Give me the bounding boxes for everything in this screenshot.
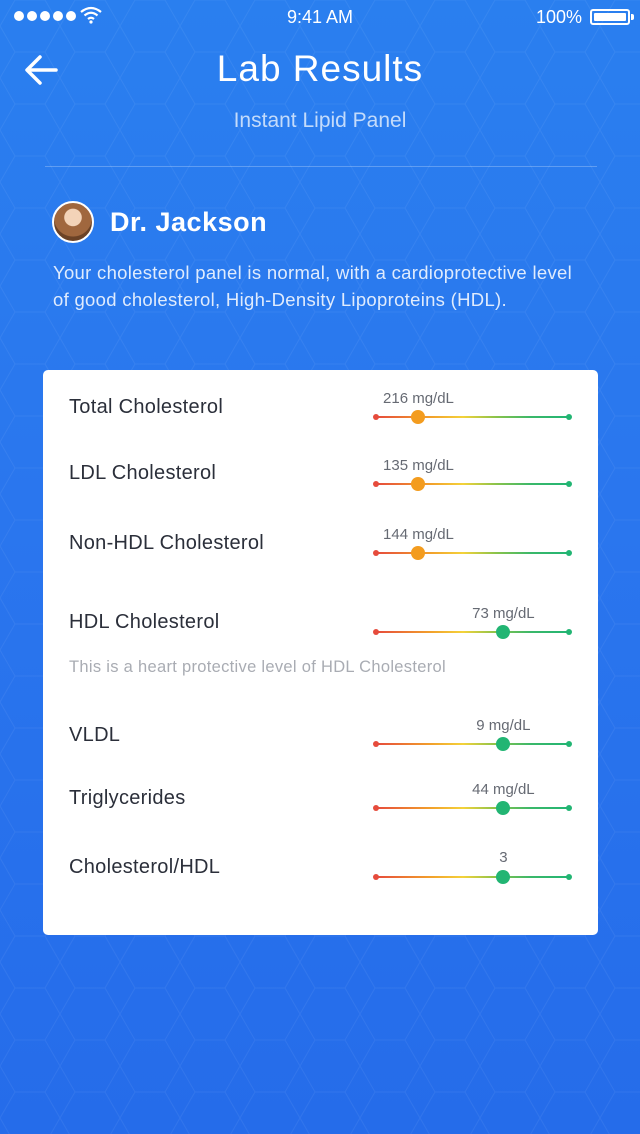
result-value-hdl: 73 mg/dL (472, 605, 535, 622)
gauge-knob (411, 477, 426, 491)
header-divider (45, 166, 597, 167)
page-title: Lab Results (216, 48, 424, 89)
gauge-knob (496, 801, 511, 815)
result-label-vldl: VLDL (69, 724, 121, 746)
hdl-note: This is a heart protective level of HDL … (69, 658, 446, 676)
result-label-non-hdl: Non-HDL Cholesterol (69, 532, 265, 554)
cell-signal-icon (14, 11, 76, 21)
result-label-total-cholesterol: Total Cholesterol (69, 396, 224, 418)
wifi-icon (80, 6, 102, 24)
result-value-non-hdl: 144 mg/dL (383, 526, 454, 543)
gauge-vldl (373, 737, 572, 751)
gauge-non-hdl (373, 546, 572, 560)
results-card: Total Cholesterol 216 mg/dL LDL Choleste… (43, 370, 598, 935)
back-arrow-icon[interactable] (22, 52, 62, 88)
gauge-knob (496, 870, 511, 884)
gauge-knob (496, 625, 511, 639)
result-value-ldl: 135 mg/dL (383, 457, 454, 474)
gauge-knob (496, 737, 511, 751)
avatar[interactable] (52, 201, 94, 243)
result-value-vldl: 9 mg/dL (476, 717, 531, 734)
battery-icon (590, 9, 634, 25)
result-label-ldl: LDL Cholesterol (69, 462, 217, 484)
gauge-total-cholesterol (373, 410, 572, 424)
gauge-triglycerides (373, 801, 572, 815)
result-value-total-cholesterol: 216 mg/dL (383, 390, 454, 407)
gauge-cholesterol-hdl-ratio (373, 870, 572, 884)
gauge-knob (411, 546, 426, 560)
result-label-triglycerides: Triglycerides (69, 787, 186, 809)
result-value-cholesterol-hdl-ratio: 3 (499, 849, 508, 866)
doctor-row: Dr. Jackson (52, 200, 267, 244)
result-label-hdl: HDL Cholesterol (69, 611, 220, 633)
status-time: 9:41 AM (286, 7, 354, 27)
gauge-hdl (373, 625, 572, 639)
doctor-message: Your cholesterol panel is normal, with a… (53, 262, 573, 310)
status-bar: 9:41 AM 100% (0, 0, 640, 34)
gauge-ldl (373, 477, 572, 491)
battery-percentage: 100% (535, 7, 582, 27)
gauge-knob (411, 410, 426, 424)
result-value-triglycerides: 44 mg/dL (472, 781, 535, 798)
doctor-name: Dr. Jackson (110, 206, 268, 237)
result-label-cholesterol-hdl-ratio: Cholesterol/HDL (69, 856, 221, 878)
page-subtitle: Instant Lipid Panel (233, 109, 407, 132)
